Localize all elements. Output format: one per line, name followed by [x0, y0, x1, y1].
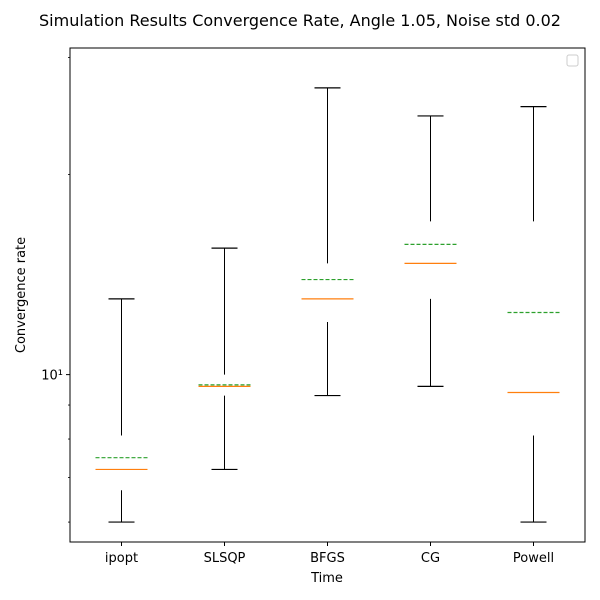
x-tick-label: SLSQP: [204, 551, 246, 566]
x-axis-label: Time: [310, 571, 343, 586]
box-powell: [507, 106, 560, 523]
box-slsqp: [198, 247, 251, 471]
box-series: [95, 87, 560, 523]
legend-box: [566, 54, 579, 67]
x-tick-label: CG: [421, 551, 440, 566]
box-ipopt: [95, 298, 148, 523]
x-tick-label: Powell: [513, 551, 554, 566]
x-ticks: ipopt SLSQP BFGS CG Powell: [105, 542, 554, 566]
y-axis-label: Convergence rate: [14, 237, 29, 353]
x-tick-label: ipopt: [105, 551, 138, 566]
x-tick-label: BFGS: [310, 551, 345, 566]
box-cg: [404, 115, 457, 388]
box-bfgs: [301, 87, 354, 397]
y-ticks: 10¹: [41, 57, 70, 523]
y-tick-label: 10¹: [41, 369, 63, 384]
chart-title: Simulation Results Convergence Rate, Ang…: [39, 11, 561, 30]
